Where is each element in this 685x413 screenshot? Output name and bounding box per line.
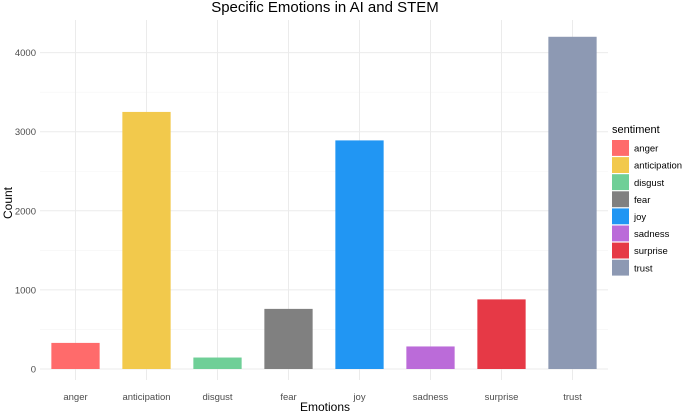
bar-anticipation <box>122 111 171 370</box>
bars <box>51 36 597 370</box>
x-tick-label: disgust <box>202 392 232 403</box>
bar-fear <box>264 308 313 369</box>
bar-anger <box>51 342 100 369</box>
legend-label-anticipation: anticipation <box>634 161 682 172</box>
legend-key-disgust <box>612 174 629 191</box>
bar-trust <box>548 36 597 369</box>
legend-label-surprise: surprise <box>634 246 668 257</box>
bar-joy <box>335 140 384 369</box>
x-tick-label: sadness <box>413 392 449 403</box>
legend-label-sadness: sadness <box>634 229 670 240</box>
legend-key-anger <box>612 140 629 156</box>
chart-title: Specific Emotions in AI and STEM <box>211 0 439 16</box>
y-tick-label: 1000 <box>15 285 36 296</box>
legend-key-anticipation <box>612 157 629 173</box>
bar-surprise <box>477 299 526 369</box>
y-axis-title: Count <box>1 186 15 219</box>
legend-key-fear <box>612 191 629 208</box>
bar-sadness <box>406 346 455 369</box>
legend-label-joy: joy <box>633 212 646 223</box>
bar-disgust <box>193 357 242 369</box>
x-tick-label: anger <box>63 392 87 403</box>
legend-label-trust: trust <box>634 263 653 274</box>
legend-key-trust <box>612 259 629 276</box>
x-tick-label: fear <box>280 392 296 403</box>
legend-key-joy <box>612 208 629 225</box>
legend-label-disgust: disgust <box>634 178 664 189</box>
legend-title: sentiment <box>612 124 660 136</box>
legend-key-surprise <box>612 242 629 259</box>
legend: sentiment anger anticipation disgust fear jo… <box>612 124 682 276</box>
y-tick-label: 2000 <box>15 206 36 217</box>
y-tick-label: 0 <box>31 365 36 376</box>
legend-label-fear: fear <box>634 195 650 206</box>
x-tick-label: joy <box>352 392 365 403</box>
legend-key-sadness <box>612 225 629 242</box>
legend-label-anger: anger <box>634 144 658 155</box>
y-axis: 0 1000 2000 3000 4000 <box>15 48 36 375</box>
x-tick-label: anticipation <box>122 392 170 403</box>
y-tick-label: 3000 <box>15 127 36 138</box>
x-tick-label: surprise <box>485 392 519 403</box>
x-tick-label: trust <box>563 392 582 403</box>
x-axis-title: Emotions <box>300 400 350 413</box>
x-axis: anger anticipation disgust fear joy sadness su… <box>63 392 582 403</box>
y-tick-label: 4000 <box>15 48 36 59</box>
